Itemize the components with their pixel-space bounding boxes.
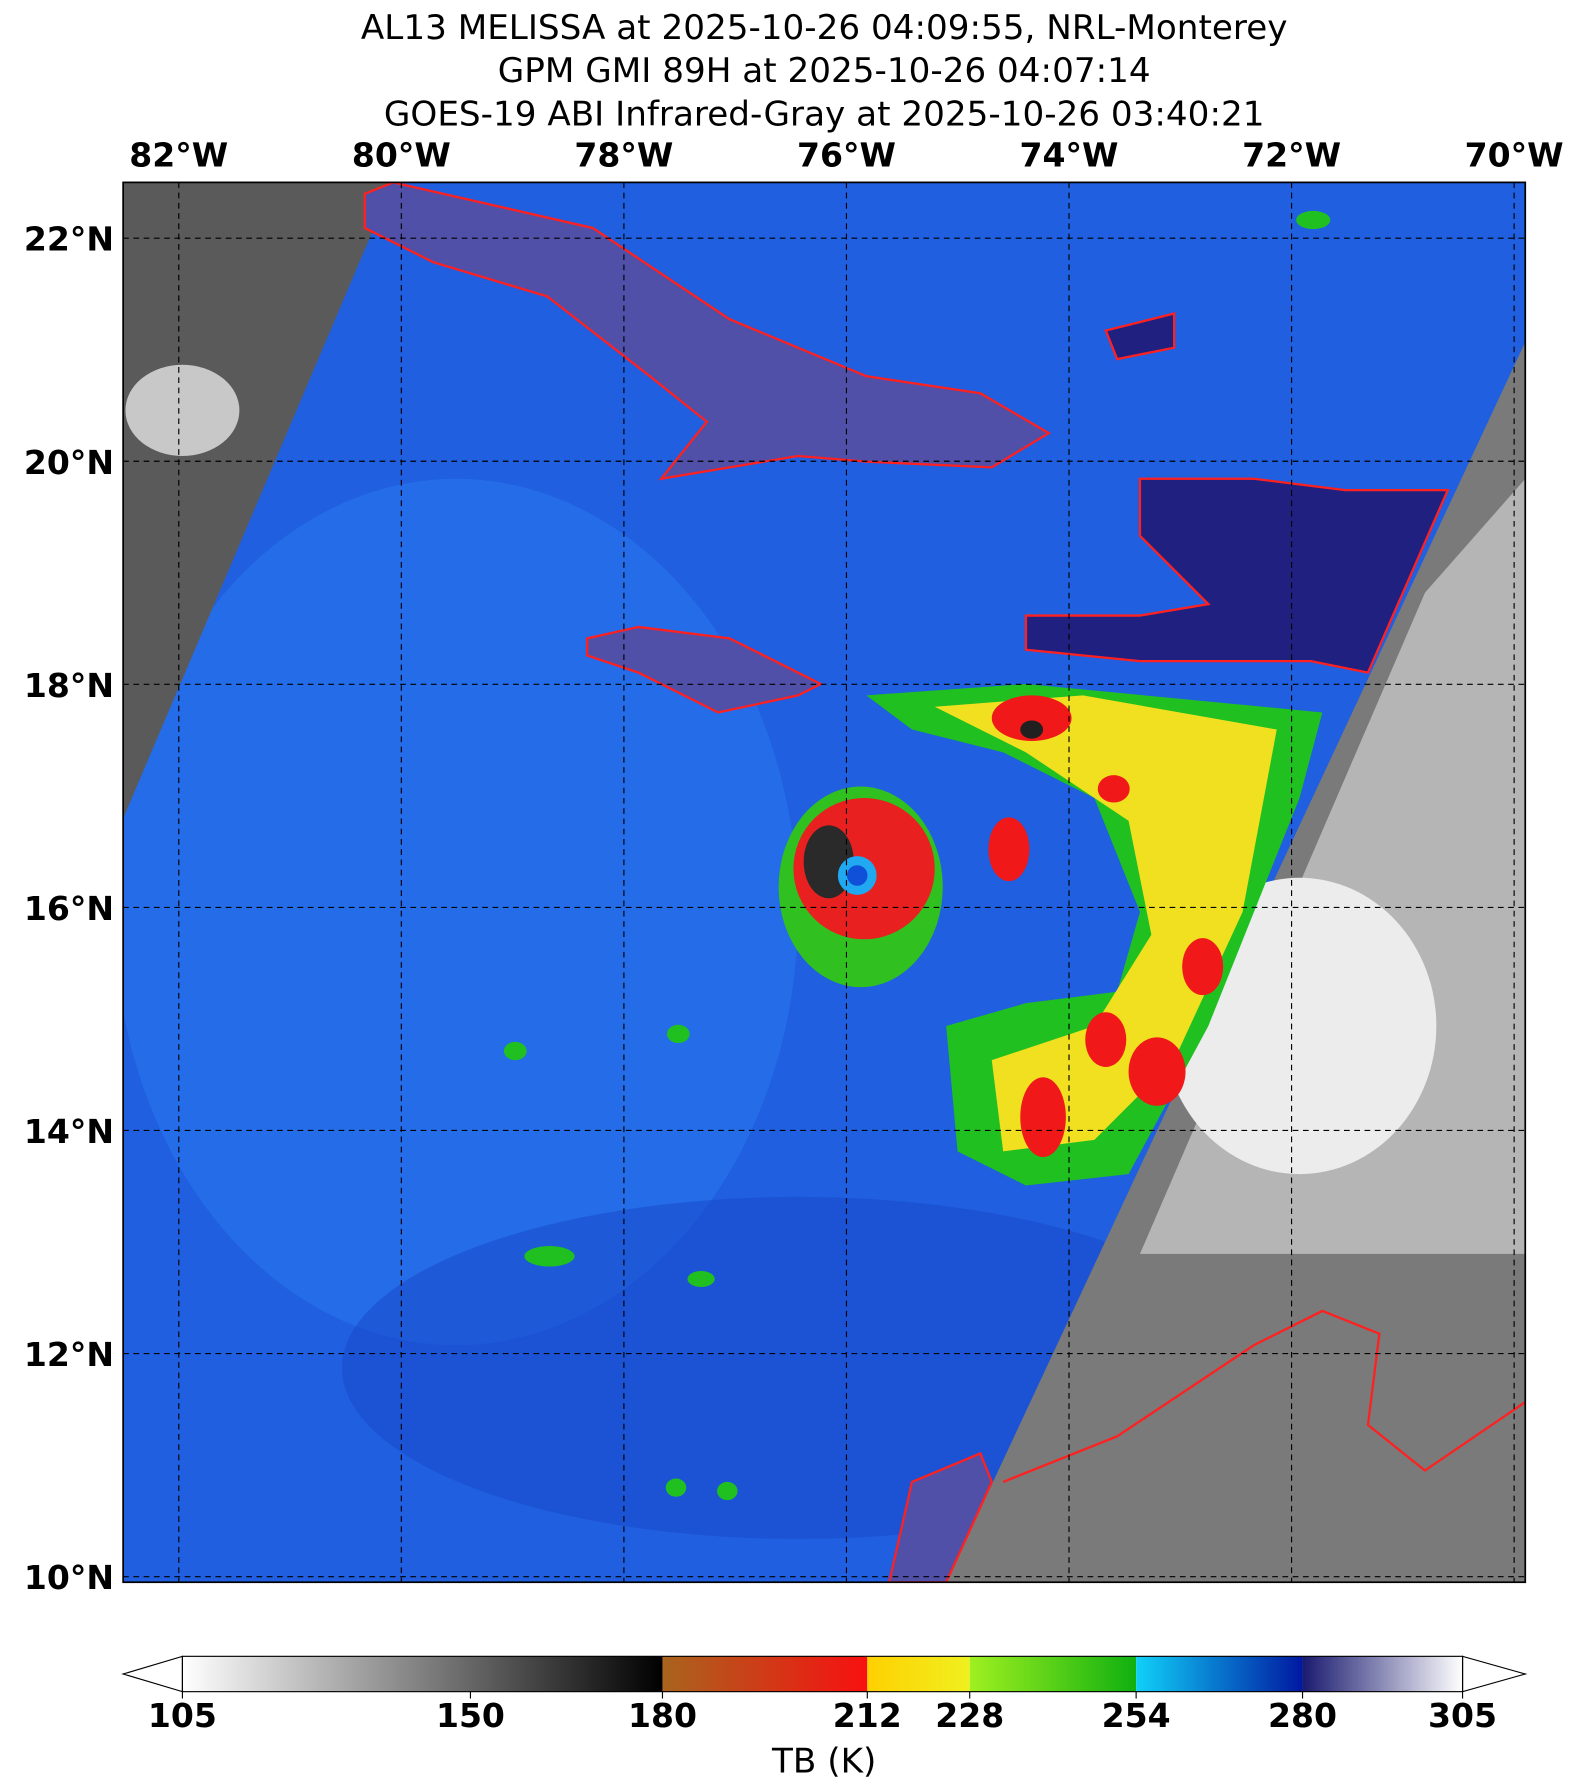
x-tick-label: 74°W (1020, 135, 1119, 174)
colorbar-tick-label: 212 (833, 1696, 902, 1735)
colorbar-tick-label: 254 (1102, 1696, 1171, 1735)
x-tick-label: 78°W (574, 135, 673, 174)
colorbar: 105 150 180 212 228 254 280 305 TB (K) (121, 1655, 1528, 1782)
island (1104, 312, 1176, 361)
coastline (1002, 1309, 1526, 1483)
colombia (888, 1451, 994, 1583)
colorbar-extend (121, 1655, 183, 1693)
imagery (123, 182, 1526, 1583)
convection (1097, 775, 1130, 803)
x-tick-label: 80°W (352, 135, 451, 174)
cell (524, 1245, 575, 1267)
texture (123, 478, 798, 1345)
y-tick-label: 22°N (24, 220, 114, 259)
hispaniola (1024, 477, 1450, 674)
convection (1182, 938, 1224, 996)
y-tick-label: 12°N (24, 1335, 114, 1374)
colorbar-tick-label: 228 (935, 1696, 1004, 1735)
colorbar-segment (969, 1656, 1137, 1692)
cell (1296, 210, 1331, 230)
convection (988, 817, 1030, 882)
x-tick-label: 82°W (129, 135, 228, 174)
colorbar-tick-label: 305 (1428, 1696, 1497, 1735)
cloud (125, 364, 240, 456)
convection (991, 695, 1072, 741)
y-tick-label: 14°N (24, 1112, 114, 1151)
y-tick-label: 20°N (24, 443, 114, 482)
colorbar-label: TB (K) (771, 1742, 876, 1782)
grid (123, 182, 1526, 1583)
jamaica (585, 625, 824, 714)
convection (1128, 1037, 1186, 1106)
x-tick-label: 72°W (1242, 135, 1341, 174)
colorbar-extend (1461, 1655, 1528, 1693)
cuba (363, 182, 1052, 481)
title-line: GOES-19 ABI Infrared-Gray at 2025-10-26 … (384, 94, 1265, 134)
y-tick-label: 18°N (24, 666, 114, 705)
convection (1020, 720, 1044, 739)
cell (665, 1478, 687, 1497)
cell (717, 1481, 738, 1501)
cell (687, 1271, 715, 1287)
title-line: AL13 MELISSA at 2025-10-26 04:09:55, NRL… (361, 8, 1288, 48)
colorbar-segment (1136, 1656, 1303, 1692)
title-line: GPM GMI 89H at 2025-10-26 04:07:14 (498, 51, 1151, 91)
colorbar-tick-label: 280 (1268, 1696, 1337, 1735)
x-tick-label: 70°W (1465, 135, 1564, 174)
colorbar-tick-label: 105 (148, 1696, 217, 1735)
eye (846, 865, 868, 886)
cell (666, 1024, 690, 1044)
colorbar-segment (182, 1656, 663, 1692)
colorbar-segment (662, 1656, 868, 1692)
convection (1085, 1012, 1127, 1067)
y-tick-label: 16°N (24, 889, 114, 928)
cell (503, 1041, 527, 1061)
colorbar-tick-label: 180 (628, 1696, 697, 1735)
colorbar-frame (181, 1655, 1464, 1693)
colorbar-segment (1302, 1656, 1463, 1692)
colorbar-segment (867, 1656, 970, 1692)
x-tick-label: 76°W (797, 135, 896, 174)
y-tick-label: 10°N (24, 1558, 114, 1597)
rainband (934, 695, 1277, 1152)
colorbar-tick-label: 150 (436, 1696, 505, 1735)
map-frame (122, 181, 1527, 1584)
convection (1020, 1077, 1066, 1158)
